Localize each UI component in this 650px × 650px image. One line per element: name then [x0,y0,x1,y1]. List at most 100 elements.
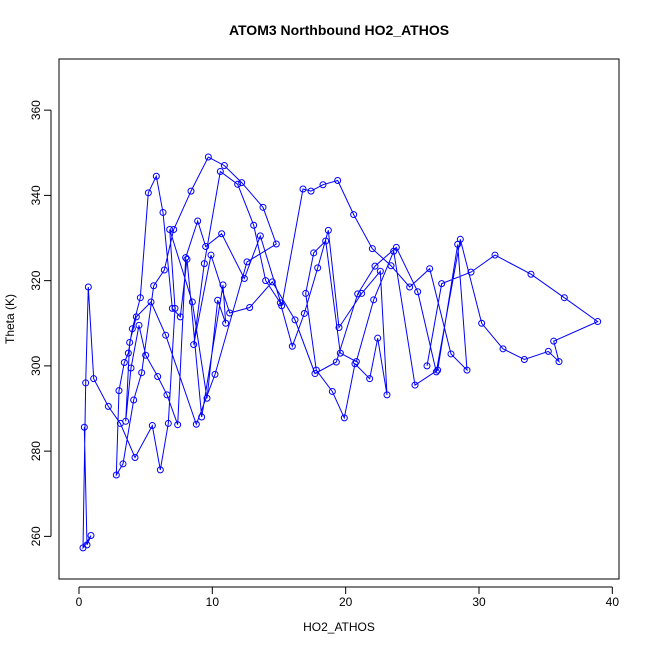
data-point [171,304,179,312]
data-point [190,341,198,349]
data-point [131,454,139,462]
x-tick-label: 20 [339,595,353,609]
data-point [222,319,230,327]
data-point [560,294,568,302]
data-point [456,235,464,243]
data-point [150,282,158,290]
data-point [426,265,434,273]
data-point [246,303,254,311]
y-axis-label: Theta (K) [3,294,17,344]
data-point [423,362,431,370]
data-point [120,358,128,366]
data-point [166,225,174,233]
x-tick-label: 10 [206,595,220,609]
data-point [147,298,155,306]
y-axis: 260 280 300 320 340 360 [29,100,52,546]
data-point [414,288,422,296]
data-point [300,309,308,317]
data-point [550,337,558,345]
data-point [335,324,343,332]
data-point [136,294,144,302]
data-point [128,325,136,333]
data-point [216,168,224,176]
x-tick-label: 40 [606,595,620,609]
data-point [104,402,112,410]
data-point [322,237,330,245]
data-point [350,211,358,219]
data-point [112,471,120,479]
data-point [162,331,170,339]
data-point [203,394,211,402]
data-point [544,347,552,355]
data-point [188,298,196,306]
data-point [374,334,382,342]
data-point [226,309,234,317]
data-point [220,162,228,170]
data-point [135,321,143,329]
data-point [124,349,132,357]
data-point [194,217,202,225]
data-point [174,421,182,429]
data-point [354,290,362,298]
data-point [411,381,419,389]
data-point [336,349,344,357]
data-point [250,221,258,229]
data-point [310,249,318,257]
data-point [200,260,208,268]
series-line [82,156,599,550]
data-point [144,189,152,197]
data-point [314,264,322,272]
data-point [170,225,178,233]
data-point [447,350,455,358]
y-tick-label: 360 [29,100,43,120]
data-point [84,283,92,291]
data-point [204,153,212,161]
data-point [192,420,200,428]
data-point [491,251,499,259]
data-point [119,460,127,468]
data-point [376,267,384,275]
data-point [302,289,310,297]
data-point [127,364,135,372]
data-point [328,387,336,395]
data-point [207,251,215,259]
data-point [299,185,307,193]
data-point [262,277,270,285]
y-tick-label: 280 [29,441,43,461]
data-point [132,313,140,321]
x-axis: 0 10 20 30 40 [76,586,620,609]
data-point [434,366,442,374]
y-tick-label: 260 [29,526,43,546]
data-point [164,419,172,427]
data-point [358,289,366,297]
data-point [152,172,160,180]
x-tick-label: 0 [76,595,83,609]
data-point [218,230,226,238]
data-point [319,181,327,189]
y-tick-label: 340 [29,185,43,205]
data-point [332,358,340,366]
data-point [307,187,315,195]
data-point [467,268,475,276]
data-point [211,370,219,378]
data-point [340,414,348,422]
data-point [243,258,251,266]
data-point [324,226,332,234]
data-point [159,208,167,216]
chart-title: ATOM3 Northbound HO2_ATHOS [229,22,449,38]
y-tick-label: 300 [29,356,43,376]
data-series [79,153,602,552]
data-point [438,280,446,288]
data-point [311,370,319,378]
data-point [219,281,227,289]
data-point [351,360,359,368]
data-point [138,369,146,377]
data-point [499,345,507,353]
data-point [268,278,276,286]
data-point [183,255,191,263]
data-point [368,245,376,253]
data-point [259,203,267,211]
data-point [392,243,400,251]
data-point [312,366,320,374]
